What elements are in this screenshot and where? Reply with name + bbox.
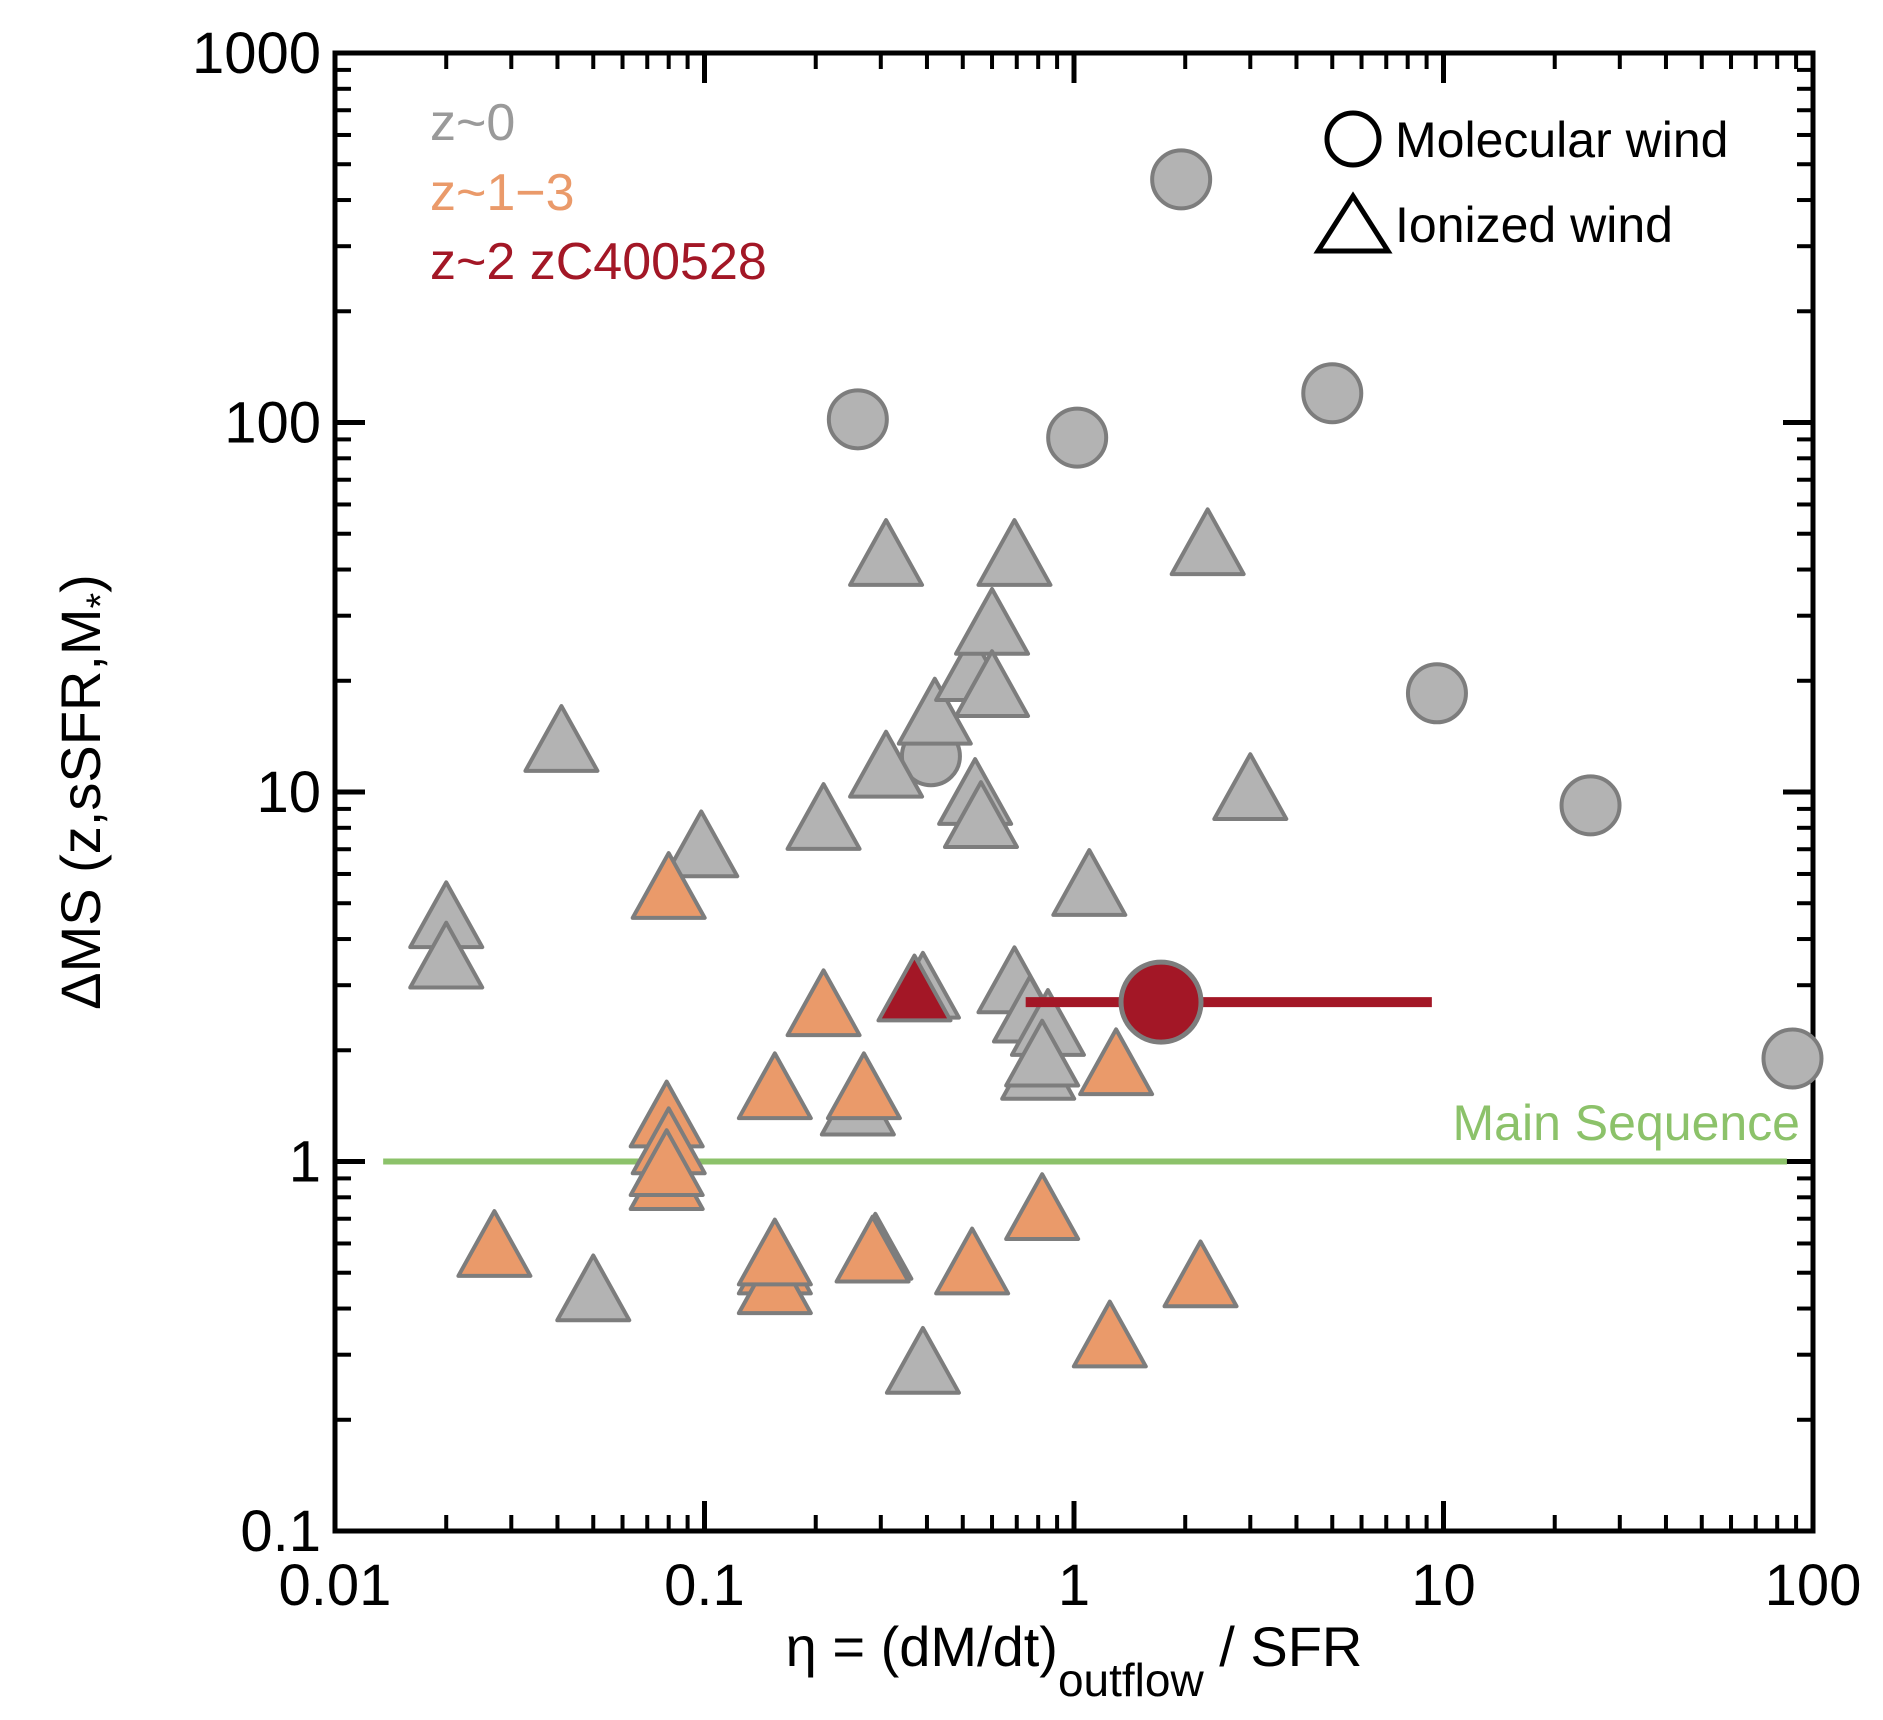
legend-circle-icon <box>1324 110 1382 168</box>
data-point-triangle <box>555 1253 632 1323</box>
y-tick-label: 1 <box>289 1130 321 1195</box>
legend-triangle-icon <box>1313 191 1393 254</box>
x-axis-title-tail: / SFR <box>1204 1615 1363 1678</box>
data-point-circle <box>1118 959 1204 1045</box>
data-point-triangle <box>408 920 485 990</box>
x-axis-title: η = (dM/dt)outflow / SFR <box>786 1615 1363 1706</box>
data-point-triangle <box>825 1051 902 1121</box>
data-point-triangle <box>785 968 862 1038</box>
svg-text:ΔMS (z,sSFR,M*): ΔMS (z,sSFR,M*) <box>49 574 123 1010</box>
y-axis-title-main: ΔMS (z,sSFR,M <box>49 608 112 1009</box>
data-point-triangle <box>1162 1239 1239 1309</box>
data-point-circle <box>1046 406 1109 469</box>
data-point-triangle <box>954 586 1031 656</box>
data-point-triangle <box>1004 1172 1081 1242</box>
data-point-triangle <box>848 729 925 799</box>
data-point-triangle <box>848 518 925 587</box>
y-axis-title: ΔMS (z,sSFR,M*) <box>49 574 123 1010</box>
data-point-triangle <box>1071 1299 1148 1369</box>
y-axis-title-sub: * <box>79 593 123 609</box>
data-point-triangle <box>876 953 953 1023</box>
svg-text:η = (dM/dt)outflow / SFR: η = (dM/dt)outflow / SFR <box>786 1615 1363 1706</box>
data-point-triangle <box>976 518 1053 587</box>
data-point-triangle <box>1078 1027 1155 1097</box>
data-point-triangle <box>523 704 600 773</box>
plot-area <box>332 50 1824 1534</box>
data-point-circle <box>1150 148 1213 211</box>
legend-ionized-wind: Ionized wind <box>1395 197 1673 253</box>
data-point-triangle <box>628 1128 705 1198</box>
data-markers <box>408 148 1824 1395</box>
legend-entry-z1-3: z~1−3 <box>430 164 575 222</box>
x-axis-title-sub: outflow <box>1058 1654 1205 1706</box>
data-point-circle <box>826 388 889 451</box>
data-point-triangle <box>1169 507 1246 577</box>
data-point-triangle <box>456 1209 533 1278</box>
y-tick-label: 1000 <box>192 21 321 86</box>
x-tick-label: 0.01 <box>279 1553 392 1618</box>
data-point-circle <box>1559 774 1622 837</box>
legend-molecular-wind: Molecular wind <box>1395 112 1728 168</box>
data-point-circle <box>1405 662 1468 725</box>
marker-legend: Molecular wind Ionized wind <box>1313 110 1728 254</box>
legend-entry-z0: z~0 <box>430 94 515 152</box>
data-point-circle <box>1301 362 1364 425</box>
data-point-triangle <box>785 782 862 851</box>
data-point-triangle <box>884 1325 961 1395</box>
y-tick-label: 100 <box>224 391 321 456</box>
data-point-triangle <box>942 780 1019 849</box>
x-tick-label: 1 <box>1058 1553 1090 1618</box>
x-tick-label: 100 <box>1765 1553 1862 1618</box>
data-point-triangle <box>663 809 740 879</box>
major-ticks <box>332 50 1816 1534</box>
color-legend: z~0 z~1−3 z~2 zC400528 <box>430 94 767 291</box>
data-point-triangle <box>934 1226 1011 1296</box>
data-point-triangle <box>736 1217 813 1287</box>
x-axis-title-main: η = (dM/dt) <box>786 1615 1058 1678</box>
data-markers-top <box>1118 959 1204 1045</box>
legend-entry-zc400528: z~2 zC400528 <box>430 233 767 291</box>
data-point-triangle <box>1004 1018 1081 1088</box>
x-tick-label: 0.1 <box>664 1553 745 1618</box>
data-point-circle <box>1761 1027 1824 1090</box>
data-point-triangle <box>736 1051 813 1121</box>
main-sequence-label: Main Sequence <box>1453 1095 1800 1151</box>
y-tick-label: 10 <box>256 760 321 825</box>
x-tick-labels: 0.01 0.1 1 10 100 <box>279 1553 1862 1618</box>
data-point-triangle <box>834 1214 911 1284</box>
data-point-triangle <box>630 851 707 920</box>
data-point-triangle <box>954 649 1031 719</box>
x-tick-label: 10 <box>1411 1553 1476 1618</box>
y-tick-label: 0.1 <box>240 1499 321 1564</box>
data-point-triangle <box>1212 752 1289 821</box>
y-axis-title-tail: ) <box>49 574 112 593</box>
y-tick-labels: 0.1 1 10 100 1000 <box>192 21 321 1564</box>
data-point-triangle <box>896 676 973 746</box>
data-point-triangle <box>1051 848 1128 917</box>
minor-ticks <box>335 53 1813 1531</box>
